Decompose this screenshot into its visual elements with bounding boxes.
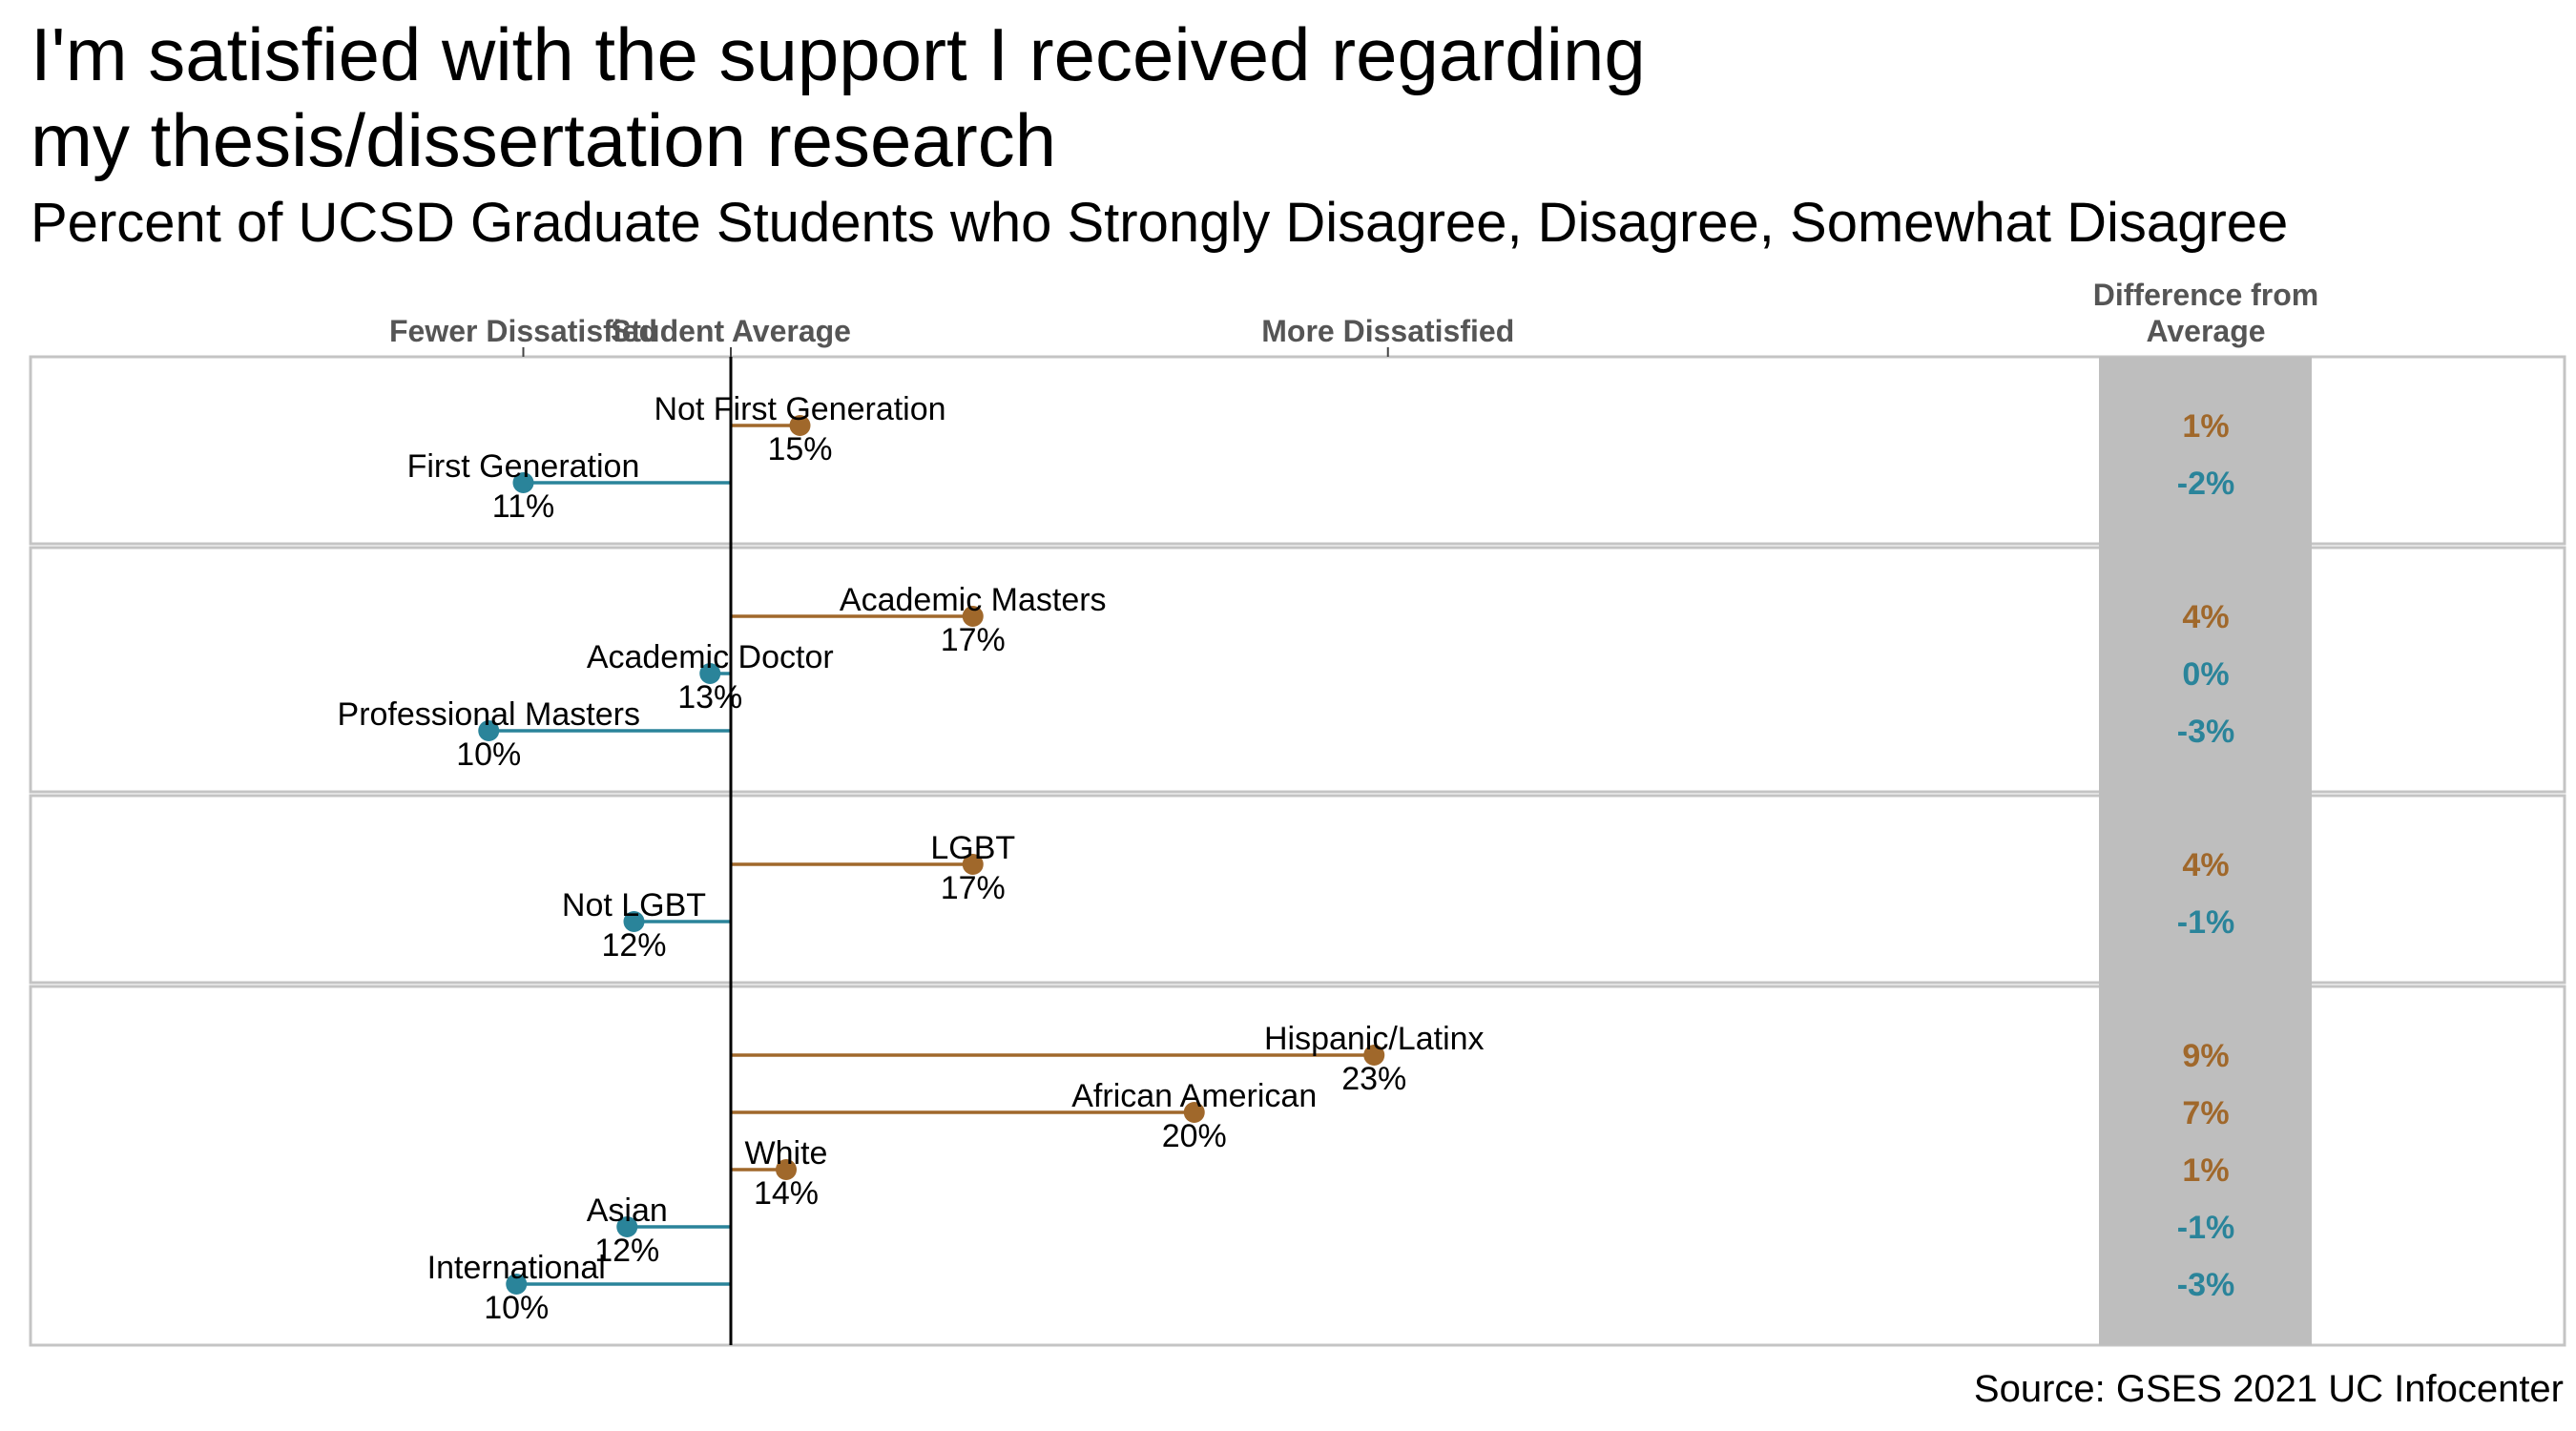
point-not-first-generation <box>789 415 811 436</box>
axis-label-more: More Dissatisfied <box>1261 314 1514 348</box>
diff-header-line-1: Difference from <box>2093 278 2319 312</box>
value-asian: 12% <box>594 1233 659 1269</box>
value-not-lgbt: 12% <box>601 927 666 964</box>
diff-professional-masters: -3% <box>2177 714 2234 750</box>
diff-african-american: 7% <box>2182 1095 2229 1131</box>
label-hispanic-latinx: Hispanic/Latinx <box>1264 1021 1485 1057</box>
value-academic-masters: 17% <box>941 622 1006 658</box>
value-not-first-generation: 15% <box>767 431 832 467</box>
label-african-american: African American <box>1071 1078 1317 1114</box>
diff-header-line-2: Average <box>2146 314 2265 348</box>
label-first-generation: First Generation <box>407 448 640 485</box>
diff-academic-doctor: 0% <box>2182 656 2229 693</box>
point-hispanic-latinx <box>1363 1045 1385 1066</box>
point-not-lgbt <box>623 911 645 932</box>
value-academic-doctor: 13% <box>677 679 742 716</box>
label-academic-doctor: Academic Doctor <box>587 639 834 675</box>
diff-lgbt: 4% <box>2182 847 2229 883</box>
diff-international: -3% <box>2177 1267 2234 1303</box>
point-white <box>776 1159 797 1180</box>
point-international <box>506 1274 528 1295</box>
axis-label-average: Student Average <box>611 314 851 348</box>
chart-subtitle: Percent of UCSD Graduate Students who St… <box>31 192 2289 254</box>
diff-academic-masters: 4% <box>2182 599 2229 635</box>
label-not-lgbt: Not LGBT <box>562 887 706 923</box>
chart-title: I'm satisfied with the support I receive… <box>31 11 2511 183</box>
point-professional-masters <box>478 720 500 741</box>
diff-hispanic-latinx: 9% <box>2182 1038 2229 1074</box>
diff-not-first-generation: 1% <box>2182 408 2229 445</box>
source-note: Source: GSES 2021 UC Infocenter <box>1973 1368 2564 1410</box>
point-asian <box>616 1216 638 1237</box>
label-international: International <box>427 1250 606 1286</box>
title-line-1: I'm satisfied with the support I receive… <box>31 12 1646 96</box>
difference-column-background <box>2099 357 2312 1345</box>
label-professional-masters: Professional Masters <box>338 696 640 733</box>
label-lgbt: LGBT <box>930 830 1015 866</box>
diff-asian: -1% <box>2177 1210 2234 1246</box>
value-hispanic-latinx: 23% <box>1341 1061 1406 1097</box>
diff-not-lgbt: -1% <box>2177 904 2234 941</box>
point-academic-doctor <box>699 663 721 684</box>
point-first-generation <box>512 472 534 493</box>
axis-label-fewer: Fewer Dissatisfied <box>389 314 657 348</box>
difference-labels: 1% -2% 4% 0% -3% 4% -1% 9% 7% 1% -1% -3% <box>2177 408 2234 1303</box>
value-lgbt: 17% <box>941 870 1006 906</box>
value-professional-masters: 10% <box>456 736 521 773</box>
point-african-american <box>1183 1102 1205 1123</box>
value-african-american: 20% <box>1162 1118 1227 1154</box>
label-not-first-generation: Not First Generation <box>654 391 945 427</box>
label-asian: Asian <box>587 1192 668 1229</box>
diff-white: 1% <box>2182 1152 2229 1189</box>
value-white: 14% <box>754 1175 819 1212</box>
value-international: 10% <box>484 1290 549 1326</box>
diff-first-generation: -2% <box>2177 466 2234 502</box>
title-line-2: my thesis/dissertation research <box>31 98 1057 182</box>
point-lgbt <box>962 854 984 875</box>
value-first-generation: 11% <box>492 488 555 525</box>
label-academic-masters: Academic Masters <box>840 582 1107 618</box>
label-white: White <box>745 1135 828 1172</box>
point-academic-masters <box>962 606 984 627</box>
